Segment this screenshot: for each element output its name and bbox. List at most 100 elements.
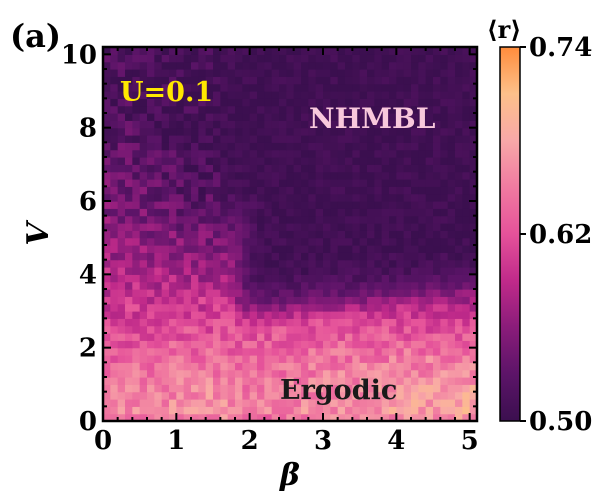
heatmap-cell xyxy=(381,186,390,195)
heatmap-cell xyxy=(205,120,214,129)
heatmap-cell xyxy=(213,98,221,107)
heatmap-cell xyxy=(440,406,449,415)
heatmap-cell xyxy=(242,369,251,378)
heatmap-cell xyxy=(359,142,368,151)
heatmap-cell xyxy=(301,164,309,173)
heatmap-cell xyxy=(315,149,324,158)
heatmap-cell xyxy=(411,208,419,217)
heatmap-cell xyxy=(235,142,243,151)
heatmap-cell xyxy=(403,333,412,341)
heatmap-cell xyxy=(359,384,368,393)
heatmap-cell xyxy=(330,61,339,70)
heatmap-cell xyxy=(279,325,287,334)
heatmap-cell xyxy=(447,69,456,77)
heatmap-cell xyxy=(169,157,177,165)
heatmap-cell xyxy=(455,333,463,341)
heatmap-cell xyxy=(411,406,419,415)
heatmap-cell xyxy=(132,208,141,217)
heatmap-cell xyxy=(337,127,346,136)
heatmap-cell xyxy=(257,355,265,363)
heatmap-cell xyxy=(110,237,119,246)
heatmap-cell xyxy=(220,83,229,92)
heatmap-cell xyxy=(462,296,471,305)
heatmap-cell xyxy=(271,135,280,143)
heatmap-cell xyxy=(447,179,456,187)
colorbar-tick-label: 0.62 xyxy=(529,220,592,250)
heatmap-cell xyxy=(117,406,126,415)
heatmap-cell xyxy=(469,61,477,70)
heatmap-cell xyxy=(227,399,236,407)
heatmap-cell xyxy=(257,113,265,121)
heatmap-cell xyxy=(455,186,463,195)
heatmap-cell xyxy=(191,377,199,385)
heatmap-cell xyxy=(169,252,177,261)
heatmap-cell xyxy=(242,289,251,297)
heatmap-cell xyxy=(242,303,251,312)
heatmap-cell xyxy=(154,201,163,209)
heatmap-cell xyxy=(352,259,361,268)
heatmap-cell xyxy=(213,120,221,129)
heatmap-cell xyxy=(462,98,471,107)
heatmap-cell xyxy=(271,193,280,202)
heatmap-cell xyxy=(381,399,390,407)
heatmap-cell xyxy=(374,311,383,319)
heatmap-cell xyxy=(455,347,463,356)
heatmap-cell xyxy=(352,325,361,334)
heatmap-cell xyxy=(389,391,397,400)
heatmap-cell xyxy=(205,91,214,99)
heatmap-cell xyxy=(161,164,170,173)
colorbar-label: ⟨r⟩ xyxy=(487,15,522,44)
heatmap-cell xyxy=(147,157,155,165)
heatmap-cell xyxy=(425,171,434,180)
heatmap-cell xyxy=(352,274,361,283)
heatmap-cell xyxy=(447,135,456,143)
heatmap-cell xyxy=(249,135,258,143)
heatmap-cell xyxy=(249,267,258,275)
heatmap-cell xyxy=(411,164,419,173)
heatmap-cell xyxy=(396,91,405,99)
heatmap-cell xyxy=(132,296,141,305)
heatmap-cell xyxy=(455,281,463,290)
heatmap-cell xyxy=(147,281,155,290)
heatmap-cell xyxy=(103,105,111,114)
heatmap-cell xyxy=(227,186,236,195)
heatmap-cell xyxy=(183,413,192,421)
heatmap-cell xyxy=(286,113,295,121)
heatmap-cell xyxy=(139,281,148,290)
heatmap-cell xyxy=(249,413,258,421)
heatmap-cell xyxy=(271,171,280,180)
heatmap-cell xyxy=(403,201,412,209)
heatmap-cell xyxy=(330,98,339,107)
heatmap-cell xyxy=(220,245,229,253)
heatmap-cell xyxy=(147,98,155,107)
heatmap-cell xyxy=(381,83,390,92)
heatmap-cell xyxy=(125,252,133,261)
heatmap-cell xyxy=(293,193,302,202)
heatmap-cell xyxy=(257,384,265,393)
heatmap-cell xyxy=(469,230,477,239)
heatmap-cell xyxy=(286,384,295,393)
heatmap-cell xyxy=(176,259,185,268)
heatmap-cell xyxy=(308,171,317,180)
heatmap-cell xyxy=(242,149,251,158)
heatmap-cell xyxy=(103,142,111,151)
heatmap-cell xyxy=(220,399,229,407)
heatmap-cell xyxy=(183,377,192,385)
heatmap-cell xyxy=(418,105,427,114)
heatmap-cell xyxy=(359,113,368,121)
heatmap-cell xyxy=(213,179,221,187)
heatmap-cell xyxy=(110,149,119,158)
heatmap-cell xyxy=(301,223,309,231)
heatmap-cell xyxy=(381,113,390,121)
heatmap-cell xyxy=(330,369,339,378)
heatmap-cell xyxy=(169,325,177,334)
heatmap-cell xyxy=(389,193,397,202)
heatmap-cell xyxy=(367,245,375,253)
heatmap-cell xyxy=(147,61,155,70)
heatmap-cell xyxy=(279,259,287,268)
heatmap-cell xyxy=(308,399,317,407)
heatmap-cell xyxy=(161,311,170,319)
heatmap-cell xyxy=(132,281,141,290)
heatmap-cell xyxy=(242,362,251,371)
heatmap-cell xyxy=(103,230,111,239)
